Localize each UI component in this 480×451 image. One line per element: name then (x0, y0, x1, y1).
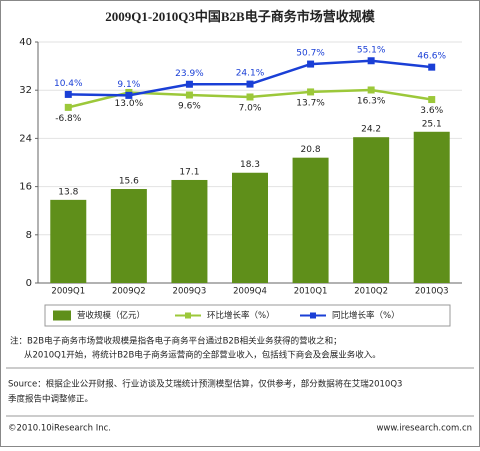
legend-box (44, 304, 451, 327)
line-label: 50.7% (296, 49, 325, 59)
x-tick-label: 2010Q1 (294, 287, 328, 297)
legend-marker (185, 312, 191, 319)
line-label: 3.6% (420, 106, 443, 116)
x-tick-label: 2010Q3 (415, 287, 449, 297)
line-label: 7.0% (239, 103, 262, 113)
legend-swatch (53, 310, 71, 321)
bar (353, 137, 390, 283)
marker (64, 90, 72, 98)
bar-label: 25.1 (422, 119, 442, 129)
copyright: ©2010.10iResearch Inc. (8, 424, 111, 434)
y-tick-label: 0 (26, 278, 32, 289)
bar (110, 189, 147, 283)
marker (185, 80, 193, 88)
line-label: 13.0% (115, 99, 144, 109)
line-label: 46.6% (417, 52, 446, 62)
source: Source：根据企业公开财报、行业访谈及艾瑞统计预测模型估算，仅供参考，部分数… (8, 379, 402, 390)
note: 注：B2B电子商务市场营收规模是指各电子商务平台通过B2B相关业务获得的营收之和… (10, 336, 342, 347)
bar (413, 131, 450, 283)
chart-title: 2009Q1-2010Q3中国B2B电子商务市场营收规模 (105, 9, 375, 24)
marker (307, 60, 315, 68)
marker (246, 80, 254, 88)
bar-label: 20.8 (301, 145, 321, 155)
legend-label: 环比增长率（%） (207, 310, 275, 321)
source: 季度报告中调整修正。 (8, 394, 93, 405)
marker (246, 93, 254, 101)
x-tick-label: 2009Q2 (112, 287, 146, 297)
legend-label: 营收规模（亿元） (77, 310, 145, 321)
y-tick-label: 32 (19, 85, 32, 96)
marker (64, 103, 72, 111)
line-label: 23.9% (175, 69, 204, 79)
legend-marker (310, 312, 316, 319)
line-label: 10.4% (54, 79, 83, 89)
line-label: 9.1% (117, 80, 140, 90)
y-tick-label: 40 (19, 37, 32, 48)
line-label: 13.7% (296, 98, 325, 108)
marker (367, 86, 375, 94)
line-label: 24.1% (236, 69, 265, 79)
bar-label: 17.1 (179, 167, 199, 177)
line-label: 55.1% (357, 45, 386, 55)
marker (307, 88, 315, 96)
marker (428, 63, 436, 71)
x-tick-label: 2009Q1 (51, 287, 85, 297)
bar-label: 24.2 (361, 125, 381, 135)
bar-label: 15.6 (119, 177, 139, 187)
bar (50, 199, 87, 283)
note: 从2010Q1开始，将统计B2B电子商务运营商的全部营业收入，包括线下商会及会展… (24, 350, 381, 361)
marker (125, 91, 133, 99)
y-tick-label: 8 (26, 230, 32, 241)
x-tick-label: 2010Q2 (354, 287, 388, 297)
bar (292, 157, 329, 283)
x-tick-label: 2009Q4 (233, 287, 267, 297)
bar (232, 172, 268, 283)
bar-label: 18.3 (240, 160, 260, 170)
bar (171, 179, 208, 283)
marker (367, 57, 375, 65)
line-label: 16.3% (357, 96, 386, 106)
marker (428, 96, 436, 104)
marker (185, 91, 193, 99)
legend-label: 同比增长率（%） (332, 310, 400, 321)
line-label: -6.8% (55, 114, 82, 124)
line-label: 9.6% (178, 102, 201, 112)
x-tick-label: 2009Q3 (173, 287, 207, 297)
website: www.iresearch.com.cn (376, 424, 472, 434)
bar-label: 13.8 (58, 187, 78, 197)
y-tick-label: 24 (19, 133, 32, 144)
y-tick-label: 16 (19, 182, 32, 193)
